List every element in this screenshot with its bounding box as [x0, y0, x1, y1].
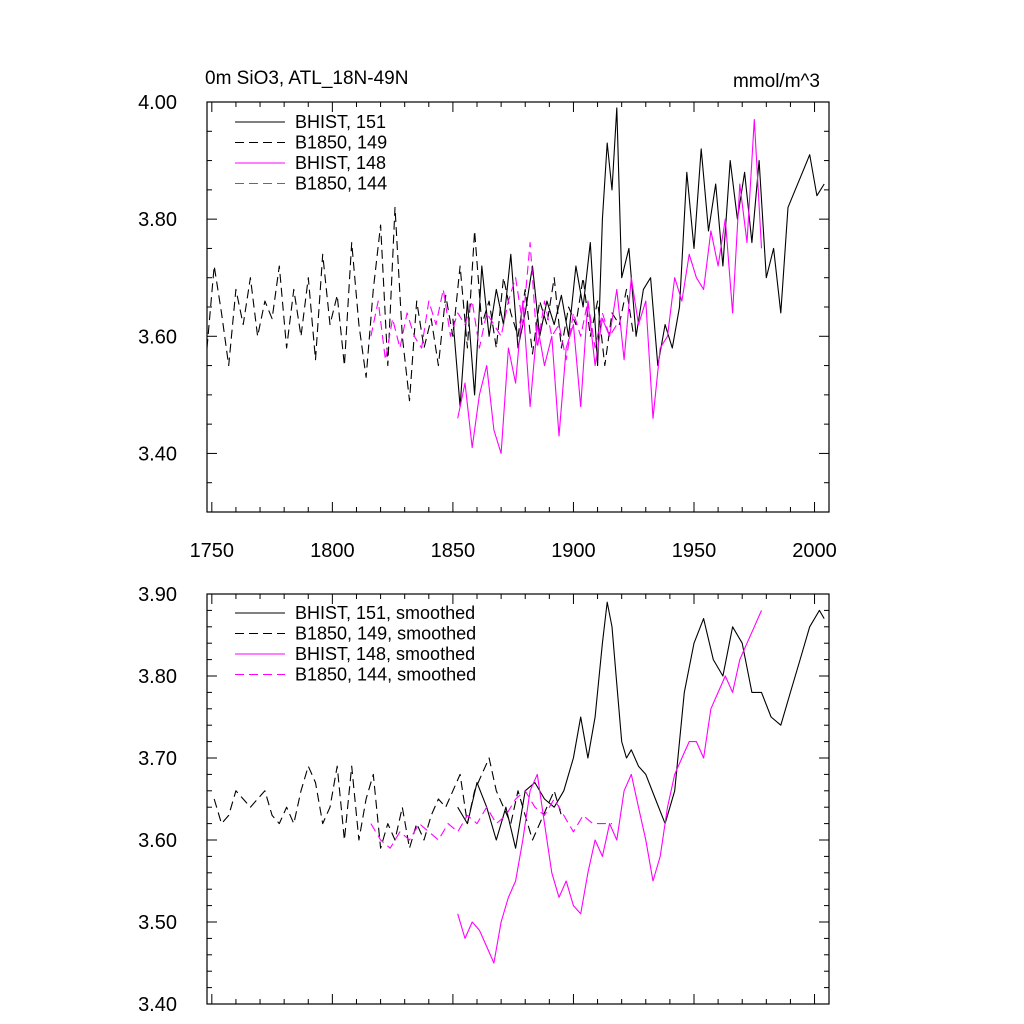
y-tick-label: 3.70 [138, 748, 177, 770]
x-tick-label: 1750 [190, 540, 235, 562]
panel-1-units: mmol/m^3 [733, 71, 820, 92]
x-tick-label: 1950 [672, 540, 717, 562]
legend-label: BHIST, 148 [295, 153, 386, 173]
x-tick-label: 2000 [792, 540, 837, 562]
legend-label: B1850, 144, smoothed [295, 665, 476, 685]
y-tick-label: 3.60 [138, 830, 177, 852]
series-line [452, 107, 825, 408]
series-line [457, 601, 825, 849]
x-tick-label: 1850 [431, 540, 476, 562]
x-tick-label: 1900 [551, 540, 596, 562]
y-tick-label: 3.40 [138, 994, 177, 1016]
legend-label: BHIST, 151 [295, 112, 386, 132]
y-tick-label: 3.50 [138, 912, 177, 934]
y-tick-label: 3.90 [138, 584, 177, 606]
series-line [457, 610, 763, 964]
y-tick-label: 3.60 [138, 326, 177, 348]
y-tick-label: 4.00 [138, 92, 177, 114]
panel-1-title: 0m SiO3, ATL_18N-49N [205, 68, 408, 89]
series-line [370, 242, 618, 361]
x-tick-label: 1800 [310, 540, 355, 562]
panel-2: 3.40 3.50 3.60 3.70 3.80 3.90 BHIST, 151, smoo… [138, 584, 830, 1016]
y-tick-label: 3.80 [138, 209, 177, 231]
series-line [457, 119, 763, 454]
legend-label: BHIST, 151, smoothed [295, 603, 475, 623]
legend-label: BHIST, 148, smoothed [295, 644, 475, 664]
legend-label: B1850, 149 [295, 133, 387, 153]
panel-1: 3.40 3.60 3.80 4.00 1750 1800 1850 1900 1950 2000… [138, 92, 837, 562]
y-tick-label: 3.40 [138, 443, 177, 465]
y-tick-label: 3.80 [138, 666, 177, 688]
series-line [213, 757, 562, 849]
plot-frame [206, 593, 830, 1005]
legend-label: B1850, 149, smoothed [295, 624, 476, 644]
legend-label: B1850, 144 [295, 174, 387, 194]
series-line [206, 206, 635, 402]
series-line [370, 790, 612, 849]
